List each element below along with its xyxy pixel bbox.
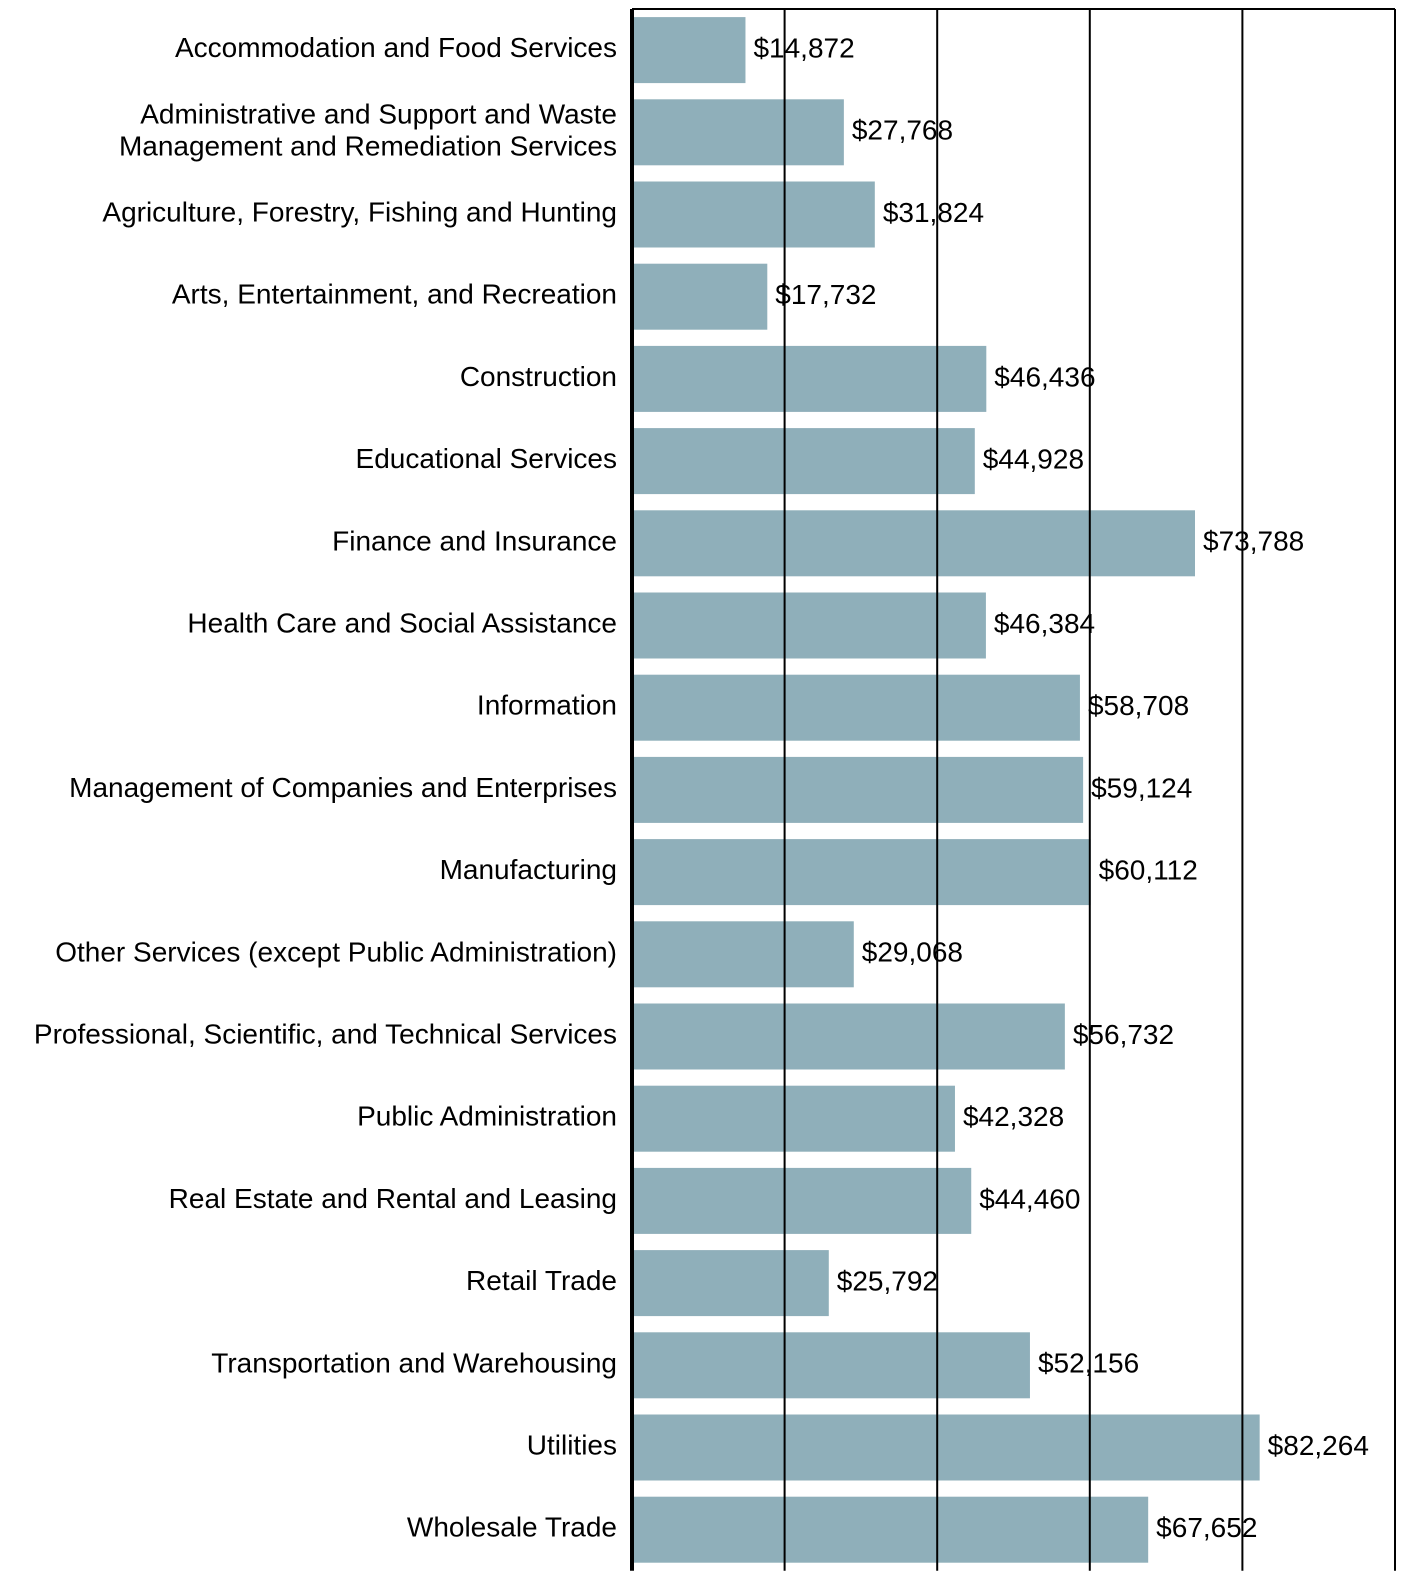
bar — [632, 428, 975, 495]
bar — [632, 1003, 1065, 1070]
y-tick-label: Finance and Insurance — [332, 526, 617, 557]
y-tick-label: Retail Trade — [466, 1265, 617, 1296]
bar — [632, 921, 854, 988]
y-tick-label: Accommodation and Food Services — [175, 32, 617, 63]
value-label: $42,328 — [963, 1101, 1064, 1132]
y-tick-label: Administrative and Support and Waste Mana… — [119, 99, 617, 162]
value-label: $82,264 — [1268, 1430, 1369, 1461]
value-label: $44,928 — [983, 443, 1084, 474]
bar — [632, 839, 1091, 906]
y-tick-label: Educational Services — [356, 443, 617, 474]
bar — [632, 756, 1084, 823]
bar — [632, 1496, 1149, 1563]
y-tick-label: Information — [477, 690, 617, 721]
value-label: $52,156 — [1038, 1348, 1139, 1379]
bar — [632, 345, 987, 412]
bar — [632, 1414, 1260, 1481]
y-tick-label: Management of Companies and Enterprises — [69, 772, 617, 803]
value-label: $67,652 — [1156, 1512, 1257, 1543]
y-tick-label: Manufacturing — [440, 854, 617, 885]
value-label: $14,872 — [753, 32, 854, 63]
bar — [632, 263, 768, 330]
value-label: $25,792 — [837, 1265, 938, 1296]
value-label: $46,384 — [994, 608, 1095, 639]
value-label: $59,124 — [1091, 772, 1192, 803]
y-tick-label: Health Care and Social Assistance — [187, 608, 617, 639]
bar — [632, 592, 986, 659]
y-tick-label: Professional, Scientific, and Technical … — [34, 1019, 617, 1050]
y-tick-label: Construction — [460, 361, 617, 392]
bar — [632, 99, 844, 166]
bar — [632, 1250, 829, 1317]
bar — [632, 1332, 1030, 1399]
value-label: $46,436 — [994, 361, 1095, 392]
value-label: $17,732 — [775, 279, 876, 310]
value-label: $29,068 — [862, 937, 963, 968]
value-label: $44,460 — [979, 1183, 1080, 1214]
y-tick-label: Arts, Entertainment, and Recreation — [172, 279, 617, 310]
bar — [632, 510, 1196, 577]
y-tick-label: Utilities — [527, 1430, 617, 1461]
y-tick-label: Transportation and Warehousing — [211, 1348, 617, 1379]
y-tick-label: Real Estate and Rental and Leasing — [169, 1183, 617, 1214]
bar — [632, 181, 875, 248]
bar — [632, 1167, 972, 1234]
value-label: $60,112 — [1099, 854, 1198, 885]
y-tick-label: Other Services (except Public Administra… — [55, 937, 617, 968]
value-label: $58,708 — [1088, 690, 1189, 721]
value-label: $31,824 — [883, 197, 984, 228]
value-label: $56,732 — [1073, 1019, 1174, 1050]
bar — [632, 674, 1080, 741]
y-tick-label: Public Administration — [357, 1101, 617, 1132]
y-tick-label: Wholesale Trade — [407, 1512, 617, 1543]
y-tick-label: Agriculture, Forestry, Fishing and Hunti… — [102, 197, 617, 228]
bar — [632, 1085, 955, 1152]
bar — [632, 17, 746, 84]
value-label: $73,788 — [1203, 526, 1304, 557]
